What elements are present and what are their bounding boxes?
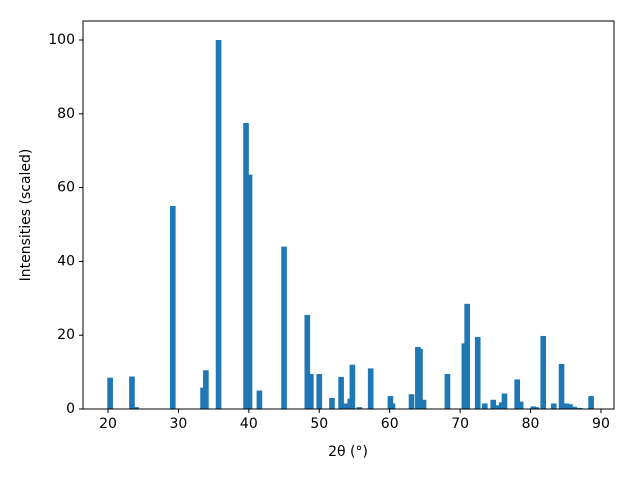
y-tick-label: 40 — [57, 253, 75, 269]
bar — [550, 403, 557, 409]
y-tick-label: 0 — [66, 401, 75, 417]
x-tick-label: 90 — [592, 416, 610, 432]
bar — [304, 314, 311, 409]
x-tick-label: 80 — [522, 416, 540, 432]
bar — [246, 174, 253, 409]
bar — [481, 403, 488, 409]
bar — [577, 407, 583, 409]
bar — [316, 373, 323, 409]
bar — [387, 396, 394, 409]
bar — [490, 399, 497, 409]
bar — [517, 401, 524, 409]
bar — [349, 364, 356, 409]
y-tick-label: 80 — [57, 106, 75, 122]
bar — [169, 206, 176, 409]
bar — [420, 399, 427, 409]
x-tick-label: 40 — [240, 416, 258, 432]
bar — [107, 377, 113, 409]
bar — [558, 363, 565, 409]
bar — [329, 397, 335, 409]
y-axis-label: Intensities (scaled) — [18, 149, 34, 282]
bar — [417, 348, 423, 409]
bar — [540, 335, 547, 409]
bar — [408, 394, 415, 409]
x-tick-label: 30 — [170, 416, 188, 432]
bar — [367, 368, 374, 409]
bar — [281, 246, 287, 409]
x-tick-label: 60 — [381, 416, 399, 432]
x-axis-label: 2θ (°) — [328, 444, 368, 460]
bar — [563, 403, 570, 409]
bar — [567, 404, 573, 409]
x-tick-label: 50 — [310, 416, 328, 432]
bar — [514, 379, 520, 409]
bar — [474, 337, 481, 409]
bar — [356, 407, 363, 409]
bar — [444, 373, 451, 409]
y-tick-label: 20 — [57, 327, 75, 343]
y-tick-label: 100 — [48, 32, 75, 48]
bar — [338, 376, 344, 409]
bar — [533, 407, 539, 409]
bar — [588, 396, 594, 409]
bar — [343, 403, 349, 409]
bar — [389, 403, 396, 409]
bar — [203, 370, 209, 409]
bar — [530, 406, 537, 409]
bar — [571, 406, 578, 409]
y-tick-label: 60 — [57, 180, 75, 196]
bar — [501, 393, 508, 409]
plot-frame — [82, 20, 615, 410]
x-tick-label: 70 — [451, 416, 469, 432]
bar — [243, 123, 249, 409]
bar — [215, 40, 222, 410]
bar — [133, 407, 139, 409]
bar — [256, 390, 263, 409]
bar — [129, 376, 135, 409]
bar — [308, 373, 314, 409]
bar — [494, 405, 501, 409]
bar — [464, 303, 470, 409]
x-tick-label: 20 — [99, 416, 117, 432]
